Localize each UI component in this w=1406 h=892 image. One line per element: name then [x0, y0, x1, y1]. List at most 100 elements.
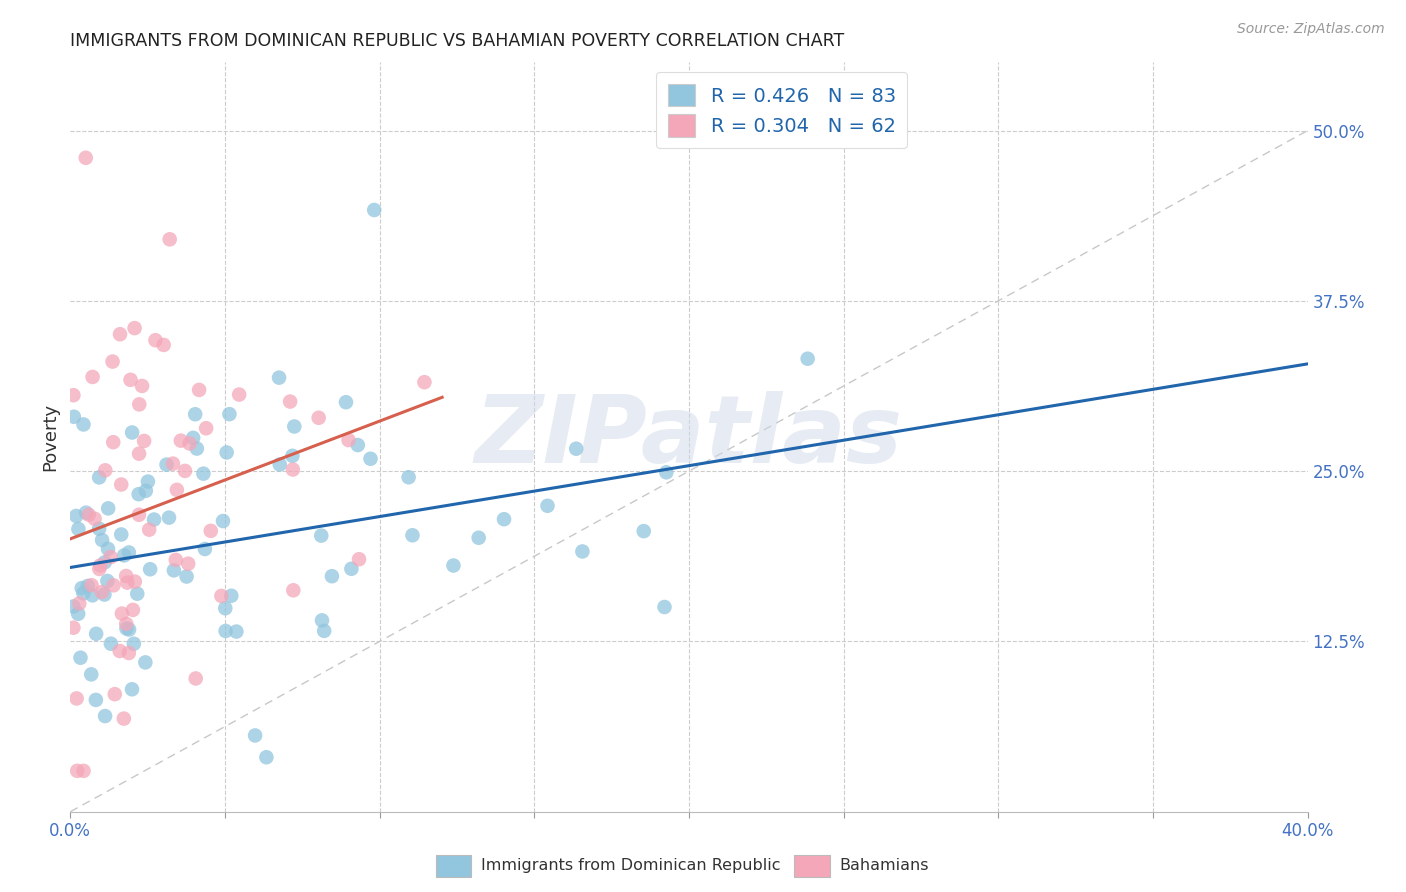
Point [194, 541, 217, 556]
Point [281, 449, 304, 463]
Point [89, 522, 111, 536]
Point [443, 558, 465, 573]
Text: IMMIGRANTS FROM DOMINICAN REPUBLIC VS BAHAMIAN POVERTY CORRELATION CHART: IMMIGRANTS FROM DOMINICAN REPUBLIC VS BA… [70, 32, 845, 50]
Point [67, 597, 90, 611]
Point [122, 637, 145, 651]
Point [176, 569, 198, 583]
Point [492, 512, 515, 526]
Point [76, 579, 98, 593]
Text: Source: ZipAtlas.com: Source: ZipAtlas.com [1237, 22, 1385, 37]
Point [157, 510, 180, 524]
Point [283, 419, 305, 434]
Point [118, 646, 141, 660]
Point [89, 558, 111, 573]
Point [117, 575, 139, 590]
Point [215, 445, 238, 459]
Point [104, 687, 127, 701]
Point [118, 545, 141, 559]
Point [209, 589, 232, 603]
Point [360, 451, 382, 466]
Point [96, 574, 118, 588]
Point [94, 555, 117, 569]
Point [281, 462, 304, 476]
Point [121, 425, 143, 440]
Point [184, 672, 207, 686]
Point [66, 764, 89, 778]
Point [467, 531, 489, 545]
Point [136, 475, 159, 489]
Point [321, 569, 343, 583]
Point [124, 574, 146, 589]
Point [82, 588, 104, 602]
Point [401, 528, 423, 542]
Point [112, 549, 135, 563]
Point [267, 370, 290, 384]
Point [70, 581, 93, 595]
Point [308, 410, 330, 425]
Point [278, 394, 301, 409]
Point [188, 383, 211, 397]
Point [311, 614, 333, 628]
Point [115, 569, 138, 583]
Point [66, 691, 89, 706]
Point [633, 524, 655, 538]
Text: ZIPatlas: ZIPatlas [475, 391, 903, 483]
Point [90, 585, 112, 599]
Point [254, 750, 277, 764]
Point [128, 447, 150, 461]
Point [93, 588, 115, 602]
Point [103, 578, 125, 592]
Point [110, 527, 132, 541]
Point [170, 434, 193, 448]
Point [184, 407, 207, 421]
Point [132, 434, 155, 448]
Point [75, 506, 97, 520]
Point [112, 712, 135, 726]
Point [101, 354, 124, 368]
Point [243, 728, 266, 742]
Point [83, 512, 105, 526]
Point [72, 764, 94, 778]
Point [62, 621, 84, 635]
Point [94, 709, 117, 723]
Point [91, 533, 114, 547]
Point [221, 589, 243, 603]
Point [131, 379, 153, 393]
Legend: R = 0.426   N = 83, R = 0.304   N = 62: R = 0.426 N = 83, R = 0.304 N = 62 [657, 72, 907, 148]
Point [311, 528, 333, 542]
Point [225, 624, 247, 639]
Point [100, 637, 122, 651]
Point [115, 616, 138, 631]
Point [655, 465, 678, 479]
Point [413, 375, 436, 389]
Text: Immigrants from Dominican Republic: Immigrants from Dominican Republic [481, 858, 780, 872]
Point [212, 514, 235, 528]
Point [314, 624, 336, 638]
Point [118, 623, 141, 637]
Point [159, 232, 181, 246]
Point [127, 587, 149, 601]
Point [65, 508, 87, 523]
Point [97, 541, 120, 556]
Point [111, 607, 134, 621]
Point [214, 624, 236, 638]
Point [283, 583, 305, 598]
Point [186, 442, 208, 456]
Point [398, 470, 420, 484]
Point [162, 457, 184, 471]
Point [165, 553, 187, 567]
Point [94, 463, 117, 477]
Point [337, 433, 360, 447]
Point [166, 483, 188, 497]
Point [218, 407, 240, 421]
Point [565, 442, 588, 456]
Point [200, 524, 222, 538]
Point [89, 562, 111, 576]
Point [193, 467, 215, 481]
Point [63, 409, 86, 424]
Point [134, 656, 156, 670]
Point [163, 563, 186, 577]
Point [214, 601, 236, 615]
Point [340, 562, 363, 576]
Point [72, 417, 94, 432]
